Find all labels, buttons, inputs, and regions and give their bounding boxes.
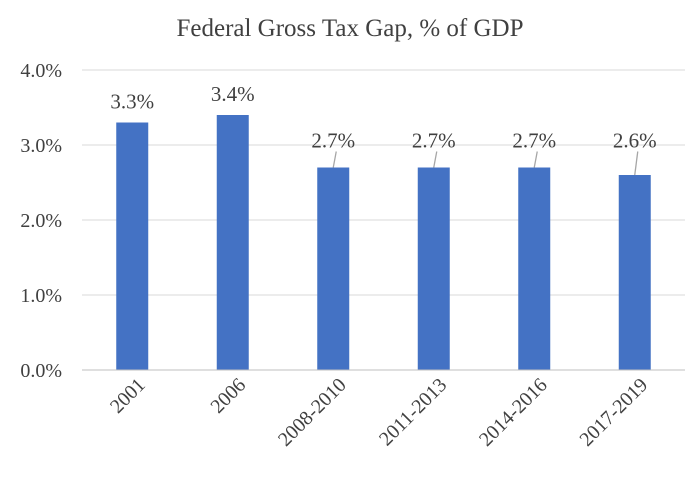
- leader-line: [634, 151, 639, 176]
- gridlines: [82, 69, 685, 296]
- x-tick-label: 2014-2016: [475, 374, 552, 451]
- bar: [317, 167, 350, 370]
- bar: [518, 167, 551, 370]
- y-tick-label: 4.0%: [20, 60, 62, 82]
- x-tick-label: 2006: [206, 374, 250, 418]
- bar: [216, 115, 249, 370]
- chart-title: Federal Gross Tax Gap, % of GDP: [176, 15, 523, 42]
- leader-line: [332, 151, 337, 168]
- bars: [116, 115, 651, 370]
- data-label: 2.6%: [613, 129, 657, 153]
- x-tick-label: 2001: [106, 374, 150, 418]
- y-tick-label: 0.0%: [20, 360, 62, 382]
- leader-line: [533, 151, 538, 168]
- bar: [116, 122, 149, 370]
- leader-line: [433, 151, 438, 168]
- y-tick-label: 1.0%: [20, 285, 62, 307]
- y-tick-label: 3.0%: [20, 135, 62, 157]
- bar: [417, 167, 450, 370]
- data-label: 2.7%: [412, 129, 456, 153]
- bar: [618, 175, 651, 370]
- data-label: 2.7%: [311, 129, 355, 153]
- data-label: 3.3%: [110, 90, 154, 114]
- x-tick-label: 2008-2010: [274, 374, 351, 451]
- x-tick-label: 2017-2019: [575, 374, 652, 451]
- data-label: 3.4%: [211, 82, 255, 106]
- y-tick-label: 2.0%: [20, 210, 62, 232]
- data-labels: 3.3% 3.4% 2.7% 2.7% 2.7% 2.6%: [110, 82, 657, 176]
- x-tick-label: 2011-2013: [375, 374, 451, 450]
- data-label: 2.7%: [512, 129, 556, 153]
